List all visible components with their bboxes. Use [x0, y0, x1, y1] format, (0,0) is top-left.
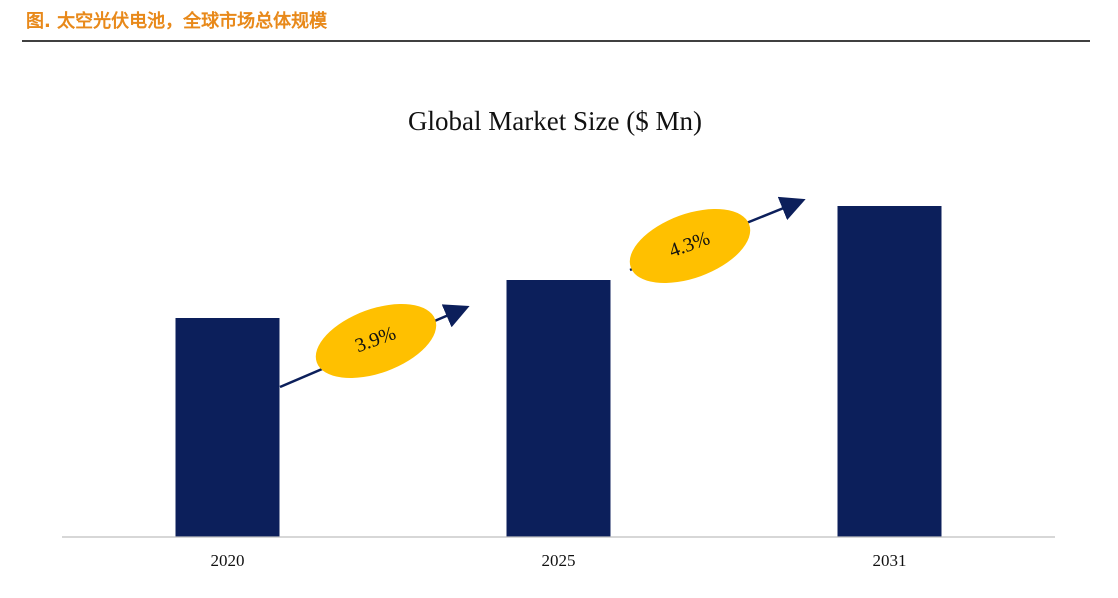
x-tick-label: 2031	[873, 551, 907, 570]
chart-title: Global Market Size ($ Mn)	[408, 106, 702, 136]
header-title: 图. 太空光伏电池，全球市场总体规模	[26, 10, 328, 32]
growth-badge	[629, 209, 751, 283]
bar	[506, 280, 611, 537]
bar	[837, 206, 942, 537]
x-tick-label: 2020	[211, 551, 245, 570]
x-tick-label: 2025	[542, 551, 576, 570]
bar	[175, 318, 280, 537]
growth-badge	[315, 304, 437, 378]
